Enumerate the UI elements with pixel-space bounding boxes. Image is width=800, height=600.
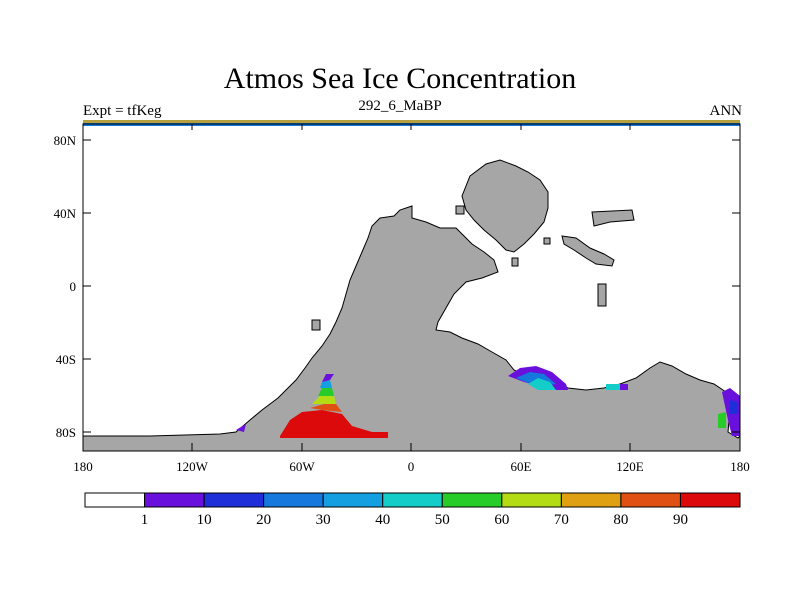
axis-ticks [82,124,741,451]
colorbar-label: 40 [375,512,390,528]
land-northeast-block [591,209,635,227]
colorbar-swatch [501,492,562,508]
land-islet-2 [543,237,551,245]
colorbar-swatch [203,492,265,508]
x-tick-label: 120E [616,459,644,474]
x-tick-label: 180 [73,459,93,474]
colorbar-swatch [263,492,324,508]
sea-ice-ross [718,388,740,436]
x-tick-label: 120W [176,459,209,474]
map-title: Atmos Sea Ice Concentration [223,62,577,95]
colorbar-label: 90 [673,512,688,528]
colorbar-swatch [84,492,146,508]
experiment-label: Expt = tfKeg [83,103,162,119]
land-islet-3 [511,257,519,267]
colorbar [84,492,741,508]
colorbar-label: 20 [256,512,271,528]
y-tick-labels: 80N 40N 0 40S 80S [54,133,77,440]
colorbar-label: 80 [613,512,628,528]
land-island-east [597,283,607,307]
x-tick-label: 60E [511,459,532,474]
colorbar-swatch [441,492,503,508]
y-tick-label: 80S [56,425,76,440]
colorbar-label: 10 [197,512,212,528]
y-tick-label: 80N [54,133,77,148]
colorbar-label: 30 [316,512,331,528]
sea-ice-east-antarctic [508,366,628,390]
arctic-ice-strip [83,120,740,123]
x-tick-label: 60W [289,459,315,474]
map-panel [82,120,741,452]
land-northern-blob [461,159,549,253]
x-tick-label: 180 [730,459,750,474]
land-masses [82,159,741,452]
y-tick-label: 0 [70,279,77,294]
land-main-continent [82,205,741,452]
land-island-west [311,319,321,331]
colorbar-label: 1 [141,512,149,528]
colorbar-labels: 1 10 20 30 40 50 60 70 80 90 [141,512,688,528]
colorbar-label: 70 [554,512,569,528]
x-tick-label: 0 [408,459,415,474]
y-tick-label: 40N [54,206,77,221]
x-tick-labels: 180 120W 60W 0 60E 120E 180 [73,459,750,474]
land-peninsula [561,235,615,267]
colorbar-swatch [620,492,681,508]
land-islet-1 [455,205,465,215]
colorbar-label: 50 [435,512,450,528]
y-tick-label: 40S [56,352,76,367]
colorbar-swatch [322,492,384,508]
colorbar-swatch [560,492,622,508]
sea-ice-weddell [236,374,388,438]
colorbar-swatch [382,492,443,508]
colorbar-swatch [144,492,205,508]
season-label: ANN [709,103,743,119]
colorbar-label: 60 [494,512,509,528]
colorbar-swatch [679,492,741,508]
time-label: 292_6_MaBP [358,98,442,114]
